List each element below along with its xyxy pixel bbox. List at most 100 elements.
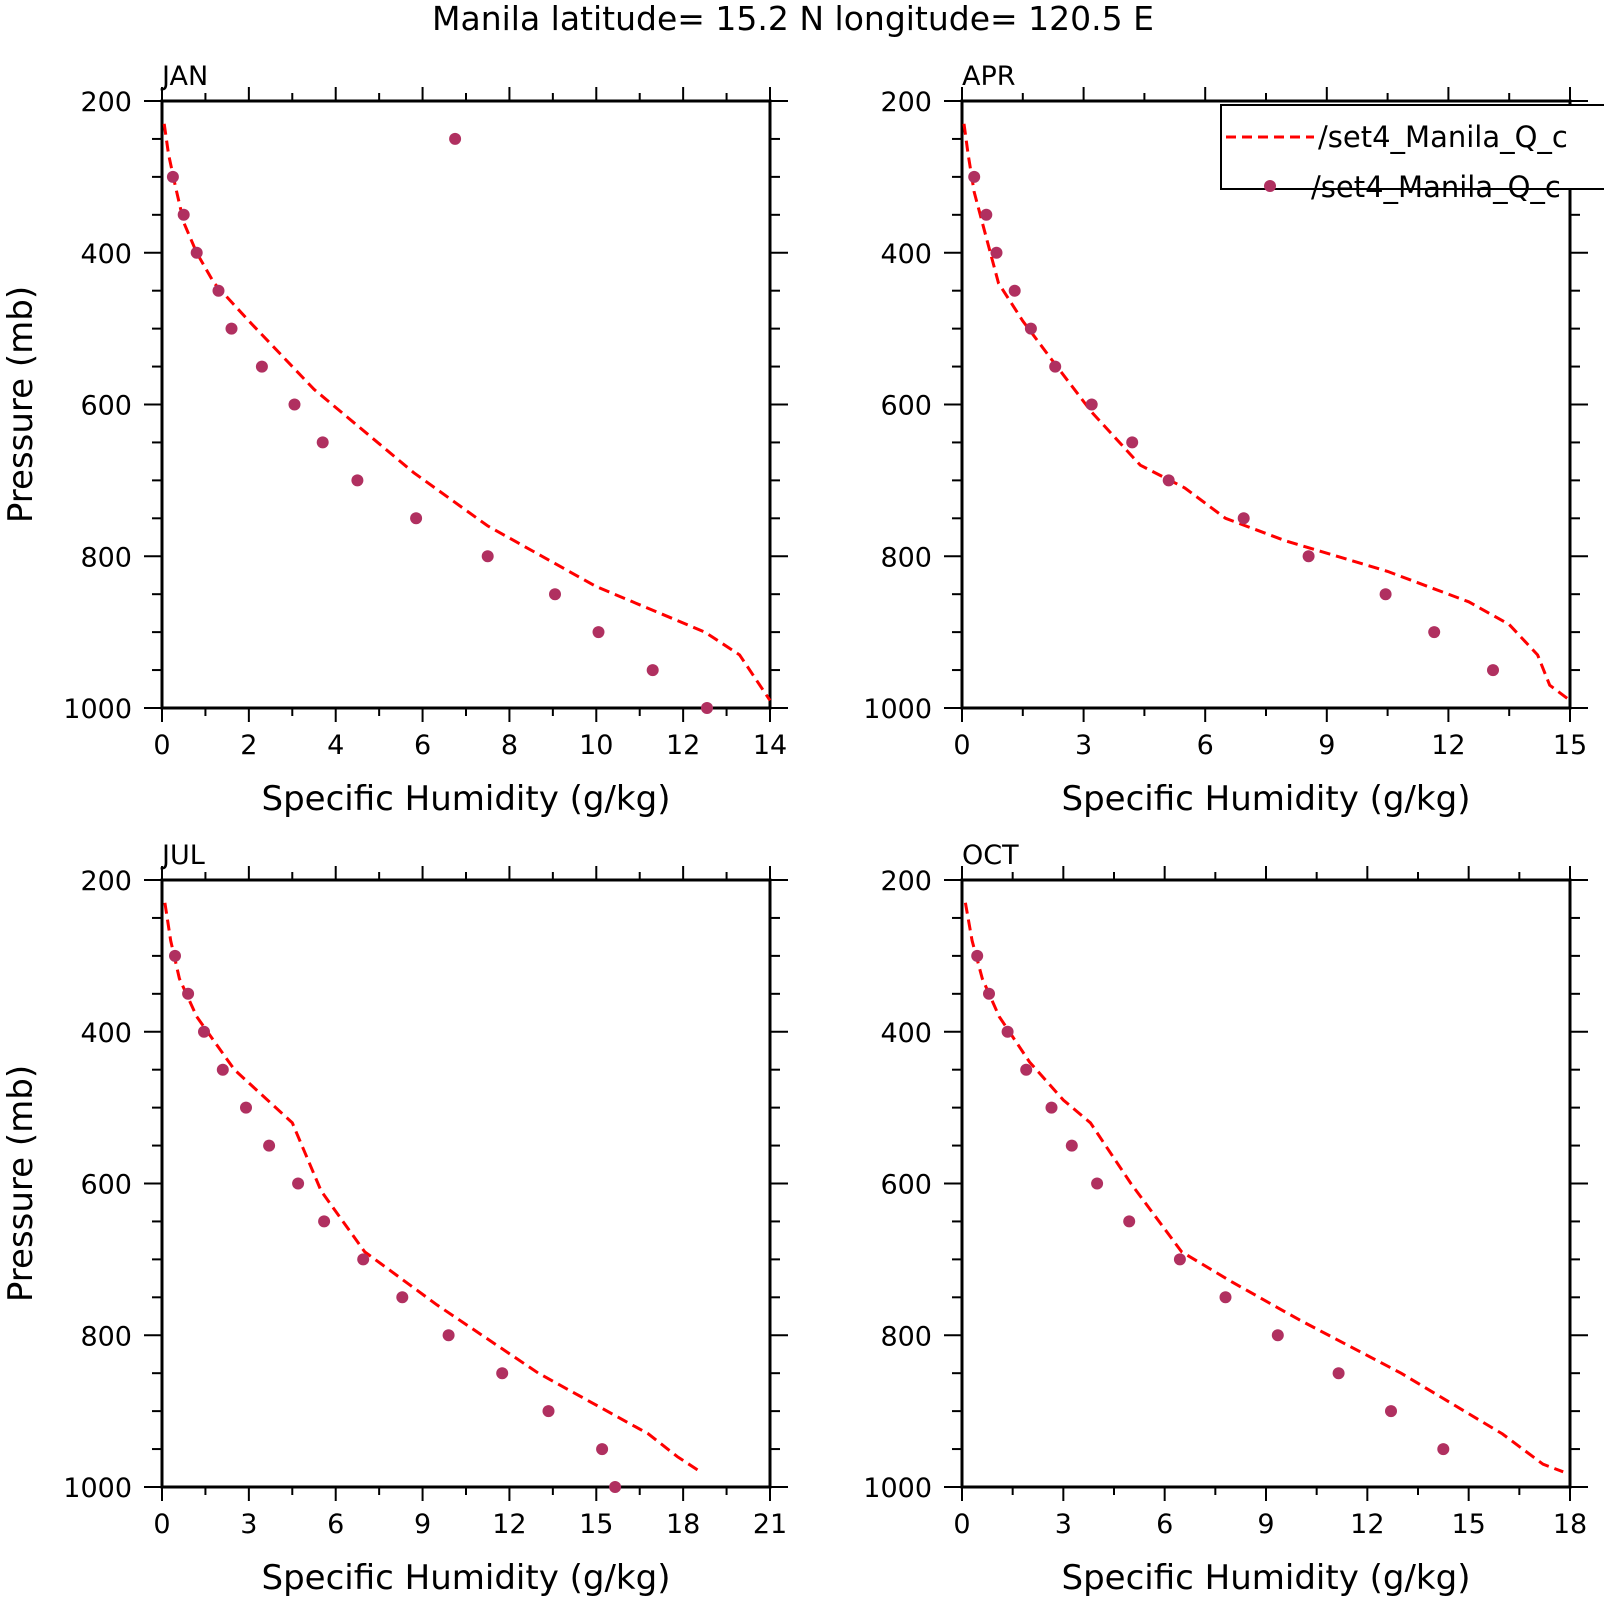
plot-frame xyxy=(160,99,772,710)
data-point-obs xyxy=(1123,1215,1136,1228)
plot-frame xyxy=(960,878,1572,1489)
plot-frame xyxy=(160,878,772,1489)
x-axis-label: Specific Humidity (g/kg) xyxy=(262,779,671,819)
data-point-obs xyxy=(983,987,995,1000)
x-tick-label: 3 xyxy=(240,1509,257,1540)
data-point-obs xyxy=(1173,1253,1186,1266)
y-tick-label: 400 xyxy=(880,239,932,270)
data-point-obs xyxy=(1085,398,1098,411)
data-point-obs xyxy=(177,208,190,221)
x-axis-label: Specific Humidity (g/kg) xyxy=(1062,1558,1471,1598)
series-line-model xyxy=(963,902,1564,1474)
data-point-obs xyxy=(166,170,179,183)
data-point-obs xyxy=(1332,1367,1345,1380)
x-tick-label: 12 xyxy=(666,730,700,761)
data-point-obs xyxy=(1065,1139,1078,1152)
data-point-obs xyxy=(1091,1177,1104,1190)
data-point-obs xyxy=(596,1443,609,1456)
legend-label-model: /set4_Manila_Q_c xyxy=(1318,120,1568,154)
data-point-obs xyxy=(1024,322,1037,335)
x-tick-label: 14 xyxy=(753,730,787,761)
panel-jan: 200 400 600 800 1000 0 2 4 6 8 10 12 14 JAN Specific H… xyxy=(1,61,788,819)
data-point-obs xyxy=(1049,360,1062,373)
y-tick-label: 400 xyxy=(80,1018,132,1049)
x-tick-label: 0 xyxy=(953,1509,970,1540)
data-point-obs xyxy=(701,702,713,714)
data-point-obs xyxy=(1162,474,1175,487)
data-point-obs xyxy=(255,360,268,373)
y-tick-label: 200 xyxy=(880,87,932,118)
x-tick-label: 9 xyxy=(1257,1509,1274,1540)
x-tick-label: 15 xyxy=(579,1509,613,1540)
x-tick-label: 8 xyxy=(501,730,518,761)
data-point-obs xyxy=(1385,1405,1397,1418)
x-axis-label: Specific Humidity (g/kg) xyxy=(262,1558,671,1598)
panel-oct: 200 400 600 800 1000 0 3 6 9 12 15 18 OCT Specific Hu… xyxy=(863,840,1588,1598)
y-tick-label: 800 xyxy=(80,1321,132,1352)
y-tick-label: 200 xyxy=(80,866,132,897)
data-point-obs xyxy=(410,512,423,525)
x-tick-label: 6 xyxy=(1197,730,1214,761)
x-tick-label: 18 xyxy=(1553,1509,1587,1540)
x-tick-label: 21 xyxy=(753,1509,787,1540)
legend-box xyxy=(1220,104,1604,190)
y-tick-label: 400 xyxy=(80,239,132,270)
legend-dot-swatch xyxy=(1264,180,1276,192)
x-tick-label: 9 xyxy=(1318,730,1335,761)
x-tick-label: 12 xyxy=(492,1509,526,1540)
data-point-obs xyxy=(1045,1101,1058,1114)
x-tick-label: 0 xyxy=(153,1509,170,1540)
data-point-obs xyxy=(980,208,993,221)
series-line-model xyxy=(162,123,772,702)
data-point-obs xyxy=(318,1215,331,1228)
x-tick-label: 0 xyxy=(153,730,170,761)
data-point-obs xyxy=(1437,1443,1450,1456)
y-tick-label: 1000 xyxy=(863,694,932,725)
x-tick-label: 18 xyxy=(666,1509,700,1540)
data-point-obs xyxy=(357,1253,370,1266)
data-point-obs xyxy=(549,588,561,601)
x-tick-label: 10 xyxy=(579,730,613,761)
x-tick-label: 6 xyxy=(414,730,431,761)
data-point-obs xyxy=(225,322,238,335)
panel-apr: 200 400 600 800 1000 0 3 6 9 12 15 APR Specific Humi… xyxy=(863,61,1588,819)
x-tick-label: 9 xyxy=(414,1509,431,1540)
data-point-obs xyxy=(1001,1025,1014,1038)
data-point-obs xyxy=(1126,436,1139,449)
data-point-obs xyxy=(263,1139,276,1152)
data-point-obs xyxy=(288,398,301,411)
data-point-obs xyxy=(316,436,329,449)
x-tick-label: 6 xyxy=(1156,1509,1173,1540)
data-point-obs xyxy=(442,1329,455,1342)
y-tick-label: 400 xyxy=(880,1018,932,1049)
y-axis-label: Pressure (mb) xyxy=(1,286,41,523)
data-point-obs xyxy=(1020,1063,1033,1076)
y-tick-label: 600 xyxy=(880,1170,932,1201)
data-point-obs xyxy=(968,170,981,183)
x-tick-label: 15 xyxy=(1553,730,1587,761)
x-tick-label: 3 xyxy=(1055,1509,1072,1540)
panel-label: OCT xyxy=(962,840,1019,871)
data-point-obs xyxy=(212,284,225,297)
y-tick-label: 800 xyxy=(880,1321,932,1352)
y-tick-label: 200 xyxy=(880,866,932,897)
data-point-obs xyxy=(216,1063,229,1076)
data-point-obs xyxy=(169,949,181,962)
data-point-obs xyxy=(198,1025,210,1038)
y-tick-label: 1000 xyxy=(863,1473,932,1504)
series-line-model xyxy=(962,123,1571,702)
data-point-obs xyxy=(1271,1329,1284,1342)
data-point-obs xyxy=(1379,588,1392,601)
x-tick-label: 2 xyxy=(240,730,257,761)
panel-label: JAN xyxy=(160,61,208,92)
y-tick-label: 800 xyxy=(880,542,932,573)
data-point-obs xyxy=(182,987,195,1000)
data-point-obs xyxy=(990,246,1003,259)
legend: /set4_Manila_Q_c /set4_Manila_Q_c xyxy=(1220,104,1604,204)
panel-jul: 200 400 600 800 1000 0 3 6 9 12 15 18 21 JUL Specific … xyxy=(1,840,788,1598)
data-point-obs xyxy=(609,1481,622,1493)
figure-title: Manila latitude= 15.2 N longitude= 120.5… xyxy=(432,0,1154,38)
x-tick-label: 12 xyxy=(1431,730,1465,761)
